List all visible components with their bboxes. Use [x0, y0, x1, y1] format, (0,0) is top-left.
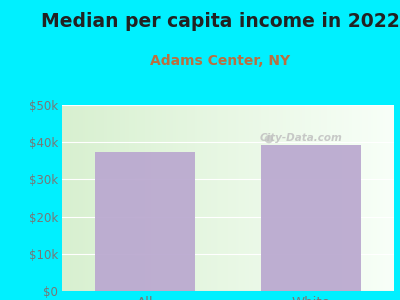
Text: Median per capita income in 2022: Median per capita income in 2022: [41, 12, 399, 31]
Text: Adams Center, NY: Adams Center, NY: [150, 54, 290, 68]
Bar: [261, 145, 361, 291]
Text: ●: ●: [263, 134, 273, 143]
Text: City-Data.com: City-Data.com: [260, 134, 342, 143]
Bar: [95, 152, 195, 291]
